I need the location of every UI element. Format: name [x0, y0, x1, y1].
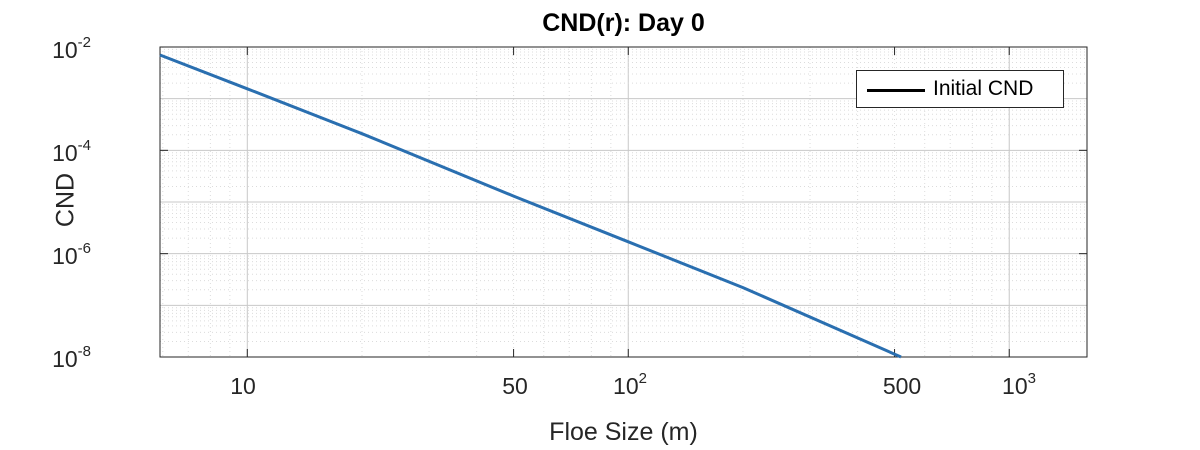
legend-line-swatch [867, 89, 925, 92]
x-axis-label: Floe Size (m) [549, 418, 698, 446]
y-axis-label: CND [51, 172, 80, 228]
x-tick-label: 50 [502, 373, 528, 399]
legend: Initial CND [856, 70, 1064, 108]
legend-label: Initial CND [933, 77, 1034, 100]
y-tick-label: 10-8 [52, 343, 91, 372]
series-line-initial-cnd [159, 53, 902, 359]
x-tick-label: 500 [882, 373, 922, 399]
chart-title: CND(r): Day 0 [542, 9, 705, 37]
y-tick-label: 10-6 [52, 240, 91, 269]
axes-box [159, 46, 1088, 358]
y-tick-label: 10-4 [52, 137, 91, 166]
x-tick-label: 10 [230, 373, 256, 399]
x-tick-label: 102 [613, 370, 647, 399]
x-tick-label: 103 [1002, 370, 1036, 399]
y-tick-label: 10-2 [52, 34, 91, 63]
